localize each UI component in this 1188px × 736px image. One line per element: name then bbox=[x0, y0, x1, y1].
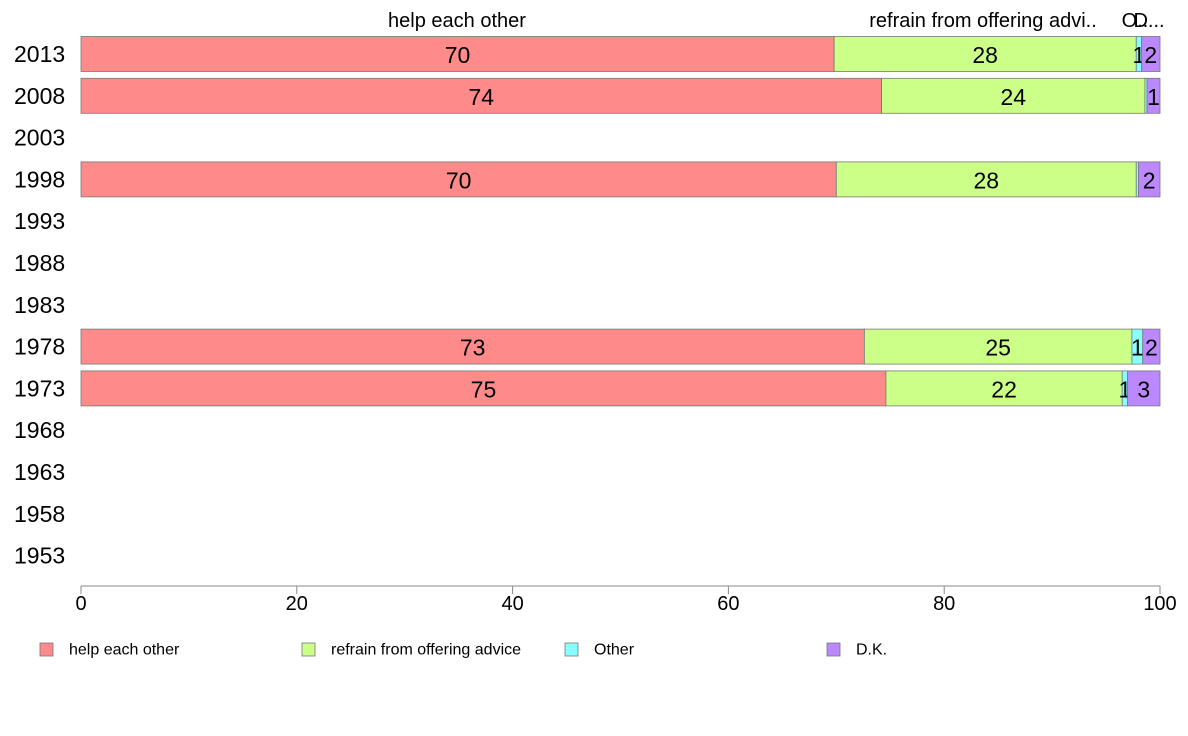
year-label: 1983 bbox=[14, 292, 65, 318]
bars: 70 28 1 274 24 170 28 273 25 1 275 22 1 3 bbox=[80, 36, 1161, 407]
legend-swatch bbox=[564, 642, 579, 657]
bar-segment bbox=[863, 328, 1133, 365]
year-label: 1958 bbox=[14, 501, 65, 527]
bar-value-label: 70 bbox=[445, 42, 471, 68]
legend-label: Other bbox=[594, 642, 635, 659]
bar-segment bbox=[1127, 370, 1161, 407]
x-tick-label: 100 bbox=[1143, 593, 1176, 615]
year-label: 2003 bbox=[14, 125, 65, 151]
legend: help each other refrain from offering adv… bbox=[39, 642, 887, 659]
bar-value-label: 75 bbox=[471, 376, 497, 402]
legend-label: refrain from offering advice bbox=[331, 642, 521, 659]
bar-segment bbox=[1142, 328, 1161, 365]
bar-value-label: 28 bbox=[973, 167, 999, 193]
year-label: 2008 bbox=[14, 83, 65, 109]
bar-value-label: 2 bbox=[1143, 167, 1156, 193]
bar-segment bbox=[1141, 36, 1161, 72]
year-label: 1998 bbox=[14, 166, 65, 192]
year-label: 1973 bbox=[14, 375, 65, 401]
bar-value-label: 28 bbox=[972, 42, 998, 68]
bar-segment bbox=[885, 370, 1123, 407]
bar-value-label: 73 bbox=[460, 335, 486, 361]
bar-value-label: 3 bbox=[1137, 376, 1150, 402]
x-tick-label: 20 bbox=[286, 593, 308, 615]
bar-value-label: 1 bbox=[1147, 84, 1160, 110]
year-label: 1968 bbox=[14, 417, 65, 443]
series-header-label: refrain from offering advi.. bbox=[869, 10, 1097, 32]
bar-segment bbox=[833, 36, 1137, 72]
year-label: 2013 bbox=[14, 41, 65, 67]
x-axis: 0 20 40 60 80 100 bbox=[75, 585, 1177, 615]
bar-value-label: 1 bbox=[1131, 335, 1144, 361]
bar-value-label: 2 bbox=[1144, 42, 1157, 68]
year-axis-labels: 2013 2008 2003 1998 1993 1988 1983 1978 1973 1968… bbox=[14, 41, 65, 569]
series-header-label: D... bbox=[1133, 10, 1164, 32]
bar-value-label: 22 bbox=[991, 376, 1017, 402]
series-header-label: help each other bbox=[388, 10, 526, 32]
year-label: 1988 bbox=[14, 250, 65, 276]
bar-segment bbox=[1146, 77, 1161, 114]
bar-value-label: 25 bbox=[985, 335, 1011, 361]
x-tick-label: 80 bbox=[933, 593, 955, 615]
bar-value-label: 70 bbox=[446, 167, 472, 193]
year-label: 1993 bbox=[14, 208, 65, 234]
legend-swatch bbox=[301, 642, 316, 657]
x-tick-label: 40 bbox=[501, 593, 523, 615]
legend-swatch bbox=[826, 642, 841, 657]
bar-value-label: 74 bbox=[469, 84, 495, 110]
bar-segment bbox=[1138, 161, 1161, 198]
year-label: 1963 bbox=[14, 459, 65, 485]
year-label: 1978 bbox=[14, 334, 65, 360]
year-label: 1953 bbox=[14, 543, 65, 569]
legend-label: D.K. bbox=[856, 642, 887, 659]
x-tick-label: 60 bbox=[717, 593, 739, 615]
bar-value-label: 24 bbox=[1000, 84, 1026, 110]
series-header-label: O.. bbox=[1122, 10, 1149, 32]
x-tick-label: 0 bbox=[75, 593, 86, 615]
legend-swatch bbox=[39, 642, 54, 657]
legend-label: help each other bbox=[69, 642, 180, 659]
series-header-labels: help each other refrain from offering adv… bbox=[388, 10, 1165, 32]
bar-value-label: 2 bbox=[1145, 335, 1158, 361]
